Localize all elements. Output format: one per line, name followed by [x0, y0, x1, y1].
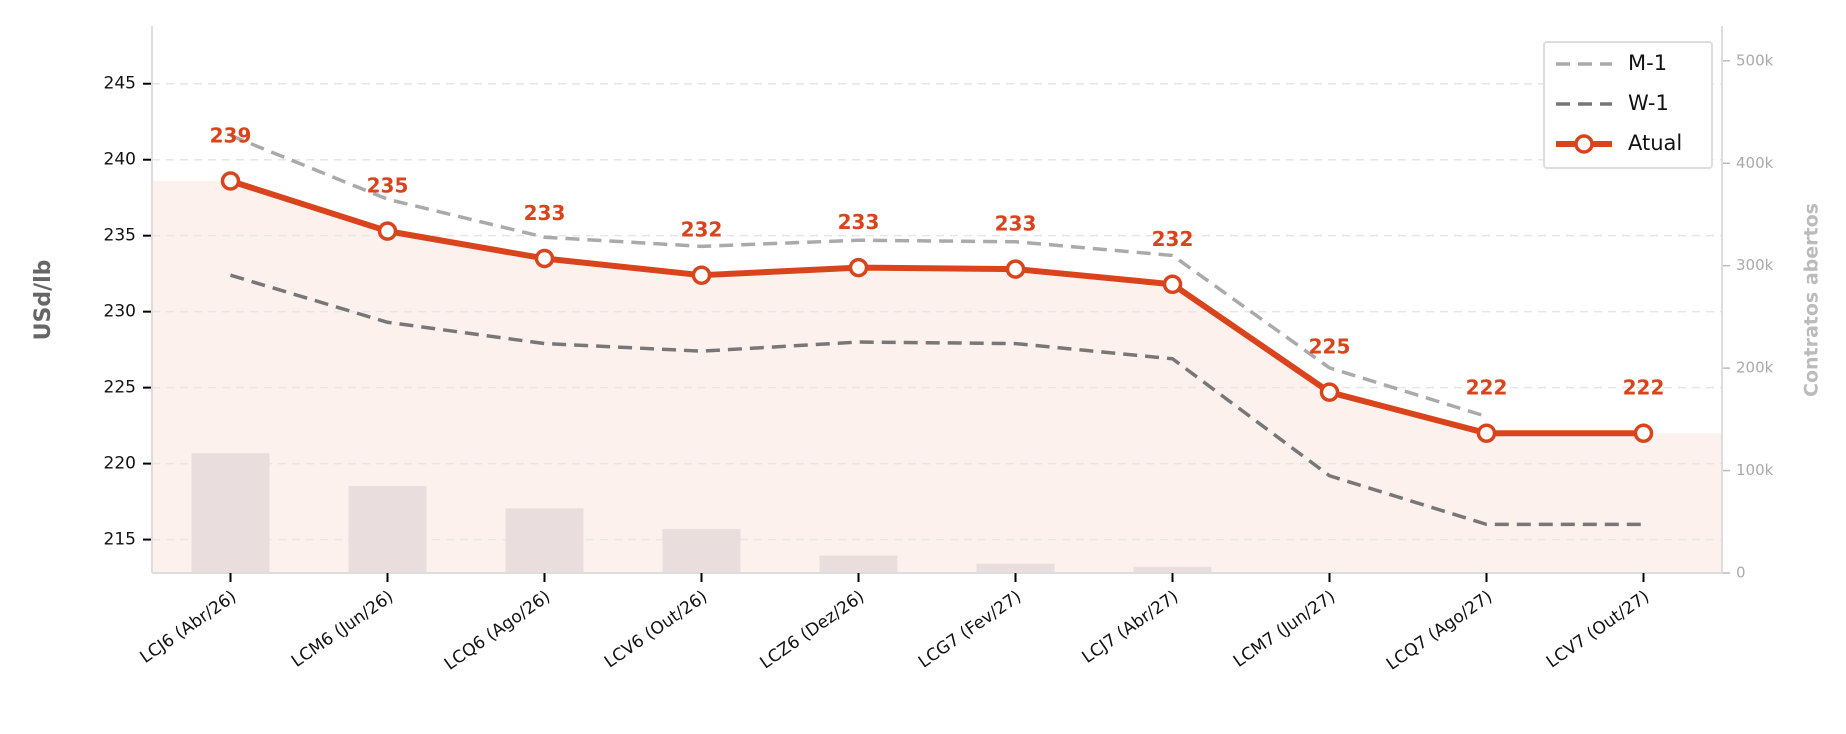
- bar: [819, 555, 898, 573]
- x-tick-label: LCJ7 (Abr/27): [1079, 587, 1183, 668]
- y-tick-label: 225: [104, 378, 136, 398]
- y-tick-label: 230: [104, 302, 136, 322]
- y-tick-label: 240: [104, 150, 136, 170]
- y2-tick-label: 500k: [1736, 51, 1774, 69]
- data-label: 222: [1466, 376, 1508, 400]
- x-tick-label: LCZ6 (Dez/26): [757, 587, 869, 674]
- y2-tick-label: 300k: [1736, 256, 1774, 274]
- x-tick-label: LCQ6 (Ago/26): [441, 587, 554, 675]
- data-label: 225: [1309, 335, 1351, 359]
- marker: [534, 248, 555, 269]
- y2-tick-label: 200k: [1736, 359, 1774, 377]
- x-tick-label: LCG7 (Fev/27): [915, 587, 1025, 673]
- marker: [220, 171, 241, 191]
- y-tick-label: 235: [104, 226, 136, 246]
- data-label: 233: [524, 201, 566, 225]
- data-label: 232: [1152, 227, 1194, 251]
- data-label: 235: [367, 174, 409, 198]
- legend-label: W-1: [1628, 91, 1669, 115]
- legend-marker: [1574, 134, 1594, 154]
- marker: [848, 257, 869, 278]
- line: [229, 133, 1488, 419]
- marker: [1162, 274, 1183, 295]
- data-label: 222: [1623, 376, 1665, 400]
- data-label: 233: [838, 210, 880, 234]
- y-tick-label: 245: [104, 74, 136, 94]
- marker: [1005, 259, 1026, 279]
- y-axis-label: USd/lb: [31, 260, 56, 341]
- marker: [1476, 423, 1497, 443]
- data-label: 232: [681, 218, 723, 242]
- legend-label: M-1: [1628, 51, 1667, 75]
- bar: [191, 453, 270, 573]
- y2-tick-label: 400k: [1736, 154, 1774, 172]
- line: [229, 178, 1644, 437]
- marker: [691, 265, 712, 285]
- bar: [505, 508, 584, 573]
- y-tick-label: 215: [104, 530, 136, 550]
- data-label: 233: [995, 212, 1037, 236]
- x-tick-label: LCM6 (Jun/26): [288, 587, 397, 672]
- x-tick-label: LCV6 (Out/26): [601, 587, 711, 673]
- x-tick-label: LCM7 (Jun/27): [1230, 587, 1339, 672]
- x-tick-label: LCV7 (Out/27): [1543, 587, 1653, 673]
- y2-tick-label: 100k: [1736, 461, 1774, 479]
- marker: [377, 221, 398, 241]
- bar: [348, 485, 427, 573]
- y2-axis-label: Contratos abertos: [1801, 203, 1823, 397]
- bar: [662, 528, 741, 573]
- x-tick-label: LCQ7 (Ago/27): [1383, 587, 1496, 675]
- marker: [1633, 423, 1654, 443]
- legend-label: Atual: [1628, 131, 1682, 155]
- data-label: 239: [210, 123, 252, 147]
- bar: [1133, 566, 1212, 573]
- bar: [976, 563, 1055, 573]
- y2-tick-label: 0: [1736, 564, 1746, 582]
- marker: [1319, 382, 1340, 402]
- x-tick-label: LCJ6 (Abr/26): [137, 587, 241, 668]
- line: [229, 273, 1644, 527]
- y-tick-label: 220: [104, 454, 136, 474]
